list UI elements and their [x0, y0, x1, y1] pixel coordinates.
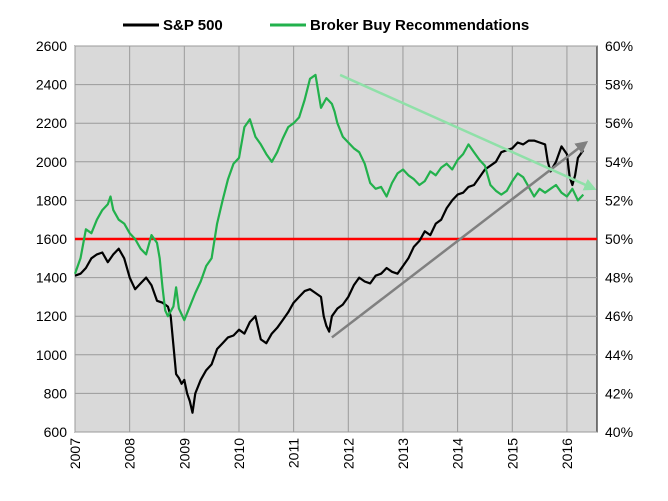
x-tick-label: 2010: [231, 438, 247, 469]
y-right-tick-label: 52%: [605, 192, 633, 208]
x-tick-label: 2013: [395, 438, 411, 469]
legend: S&P 500 Broker Buy Recommendations: [123, 17, 529, 34]
y-left-tick-label: 2000: [36, 154, 67, 170]
y-right-tick-label: 50%: [605, 231, 633, 247]
y-right-tick-label: 44%: [605, 347, 633, 363]
x-tick-label: 2016: [559, 438, 575, 469]
sp500-trend-arrow: [331, 140, 589, 339]
y-right-tick-label: 46%: [605, 308, 633, 324]
y-left-tick-label: 800: [44, 385, 68, 401]
y-left-tick-label: 2400: [36, 77, 67, 93]
broker-buy-series-line: [73, 73, 585, 322]
x-tick-label: 2008: [122, 438, 138, 469]
y-right-tick-label: 42%: [605, 385, 633, 401]
axes-group: 2600 2400 2200 2000 1800 1600 1400 1200 1000 800 6…: [36, 38, 633, 469]
legend-label: S&P 500: [163, 17, 223, 34]
y-right-tick-label: 60%: [605, 38, 633, 54]
x-tick-label: 2007: [67, 438, 83, 469]
y-left-tick-label: 2600: [36, 38, 67, 54]
broker-trend-arrow: [339, 73, 597, 191]
y-left-tick-label: 2200: [36, 115, 67, 131]
y-right-tick-label: 54%: [605, 154, 633, 170]
x-tick-label: 2011: [286, 438, 302, 468]
y-left-tick-label: 1400: [36, 270, 67, 286]
y-left-tick-label: 1600: [36, 231, 67, 247]
y-left-tick-label: 1200: [36, 308, 67, 324]
x-tick-label: 2014: [450, 438, 466, 469]
x-tick-label: 2012: [340, 438, 356, 469]
y-right-tick-label: 40%: [605, 424, 633, 440]
y-right-tick-label: 48%: [605, 270, 633, 286]
y-left-tick-label: 600: [44, 424, 68, 440]
y-left-tick-label: 1800: [36, 192, 67, 208]
trend-lines-group: [331, 73, 597, 339]
legend-label: Broker Buy Recommendations: [310, 17, 529, 34]
legend-item-broker: Broker Buy Recommendations: [270, 17, 529, 34]
y-right-tick-label: 56%: [605, 115, 633, 131]
x-tick-label: 2015: [504, 438, 520, 469]
legend-item-sp500: S&P 500: [123, 17, 223, 34]
y-right-tick-label: 58%: [605, 77, 633, 93]
x-tick-label: 2009: [176, 438, 192, 469]
y-left-tick-label: 1000: [36, 347, 67, 363]
